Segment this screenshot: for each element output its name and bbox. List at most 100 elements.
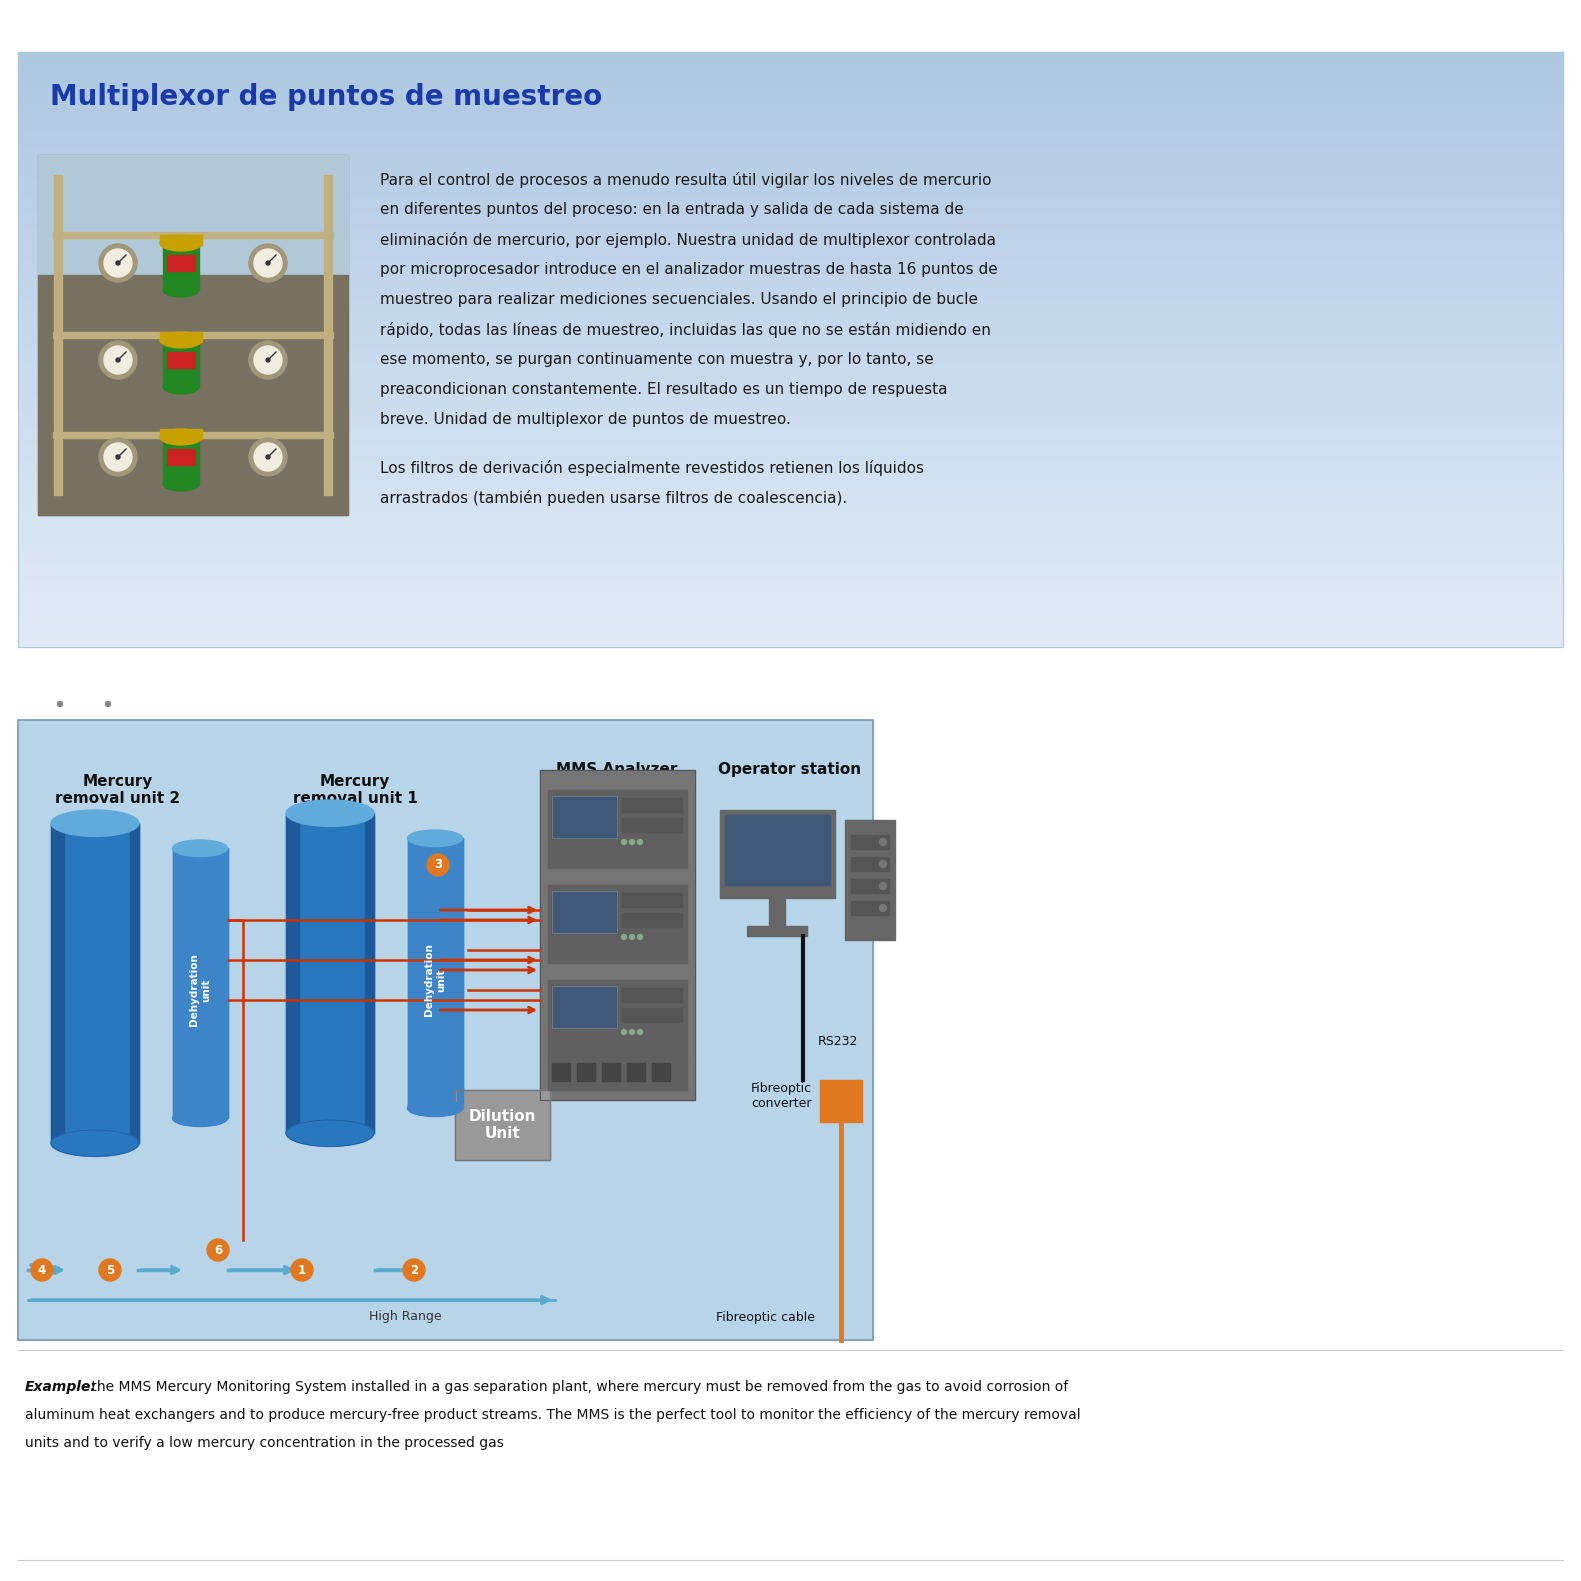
Bar — [621, 817, 681, 832]
Bar — [552, 795, 617, 838]
Bar — [54, 432, 334, 438]
Text: ese momento, se purgan continuamente con muestra y, por lo tanto, se: ese momento, se purgan continuamente con… — [379, 353, 934, 367]
Ellipse shape — [248, 438, 288, 476]
Ellipse shape — [115, 357, 120, 362]
Ellipse shape — [104, 346, 131, 375]
Bar — [38, 275, 348, 515]
Bar — [160, 428, 202, 440]
Bar — [602, 1062, 620, 1081]
Ellipse shape — [286, 800, 375, 827]
Ellipse shape — [255, 346, 281, 375]
Bar — [541, 770, 696, 1100]
Bar — [549, 1055, 688, 1089]
Bar — [552, 892, 617, 933]
Bar — [541, 770, 696, 1100]
Bar — [549, 980, 688, 1058]
Bar — [455, 1089, 550, 1160]
Text: Dilution
Unit: Dilution Unit — [468, 1108, 536, 1141]
Bar — [851, 879, 889, 893]
Ellipse shape — [637, 934, 642, 939]
Bar — [455, 1089, 550, 1160]
Bar — [17, 52, 1564, 647]
Bar — [719, 809, 835, 898]
Ellipse shape — [248, 243, 288, 281]
Bar — [160, 332, 202, 341]
Bar — [651, 1062, 670, 1081]
Ellipse shape — [629, 840, 634, 844]
Text: Fibreoptic cable: Fibreoptic cable — [716, 1312, 814, 1325]
Bar — [130, 824, 139, 1143]
Bar — [746, 926, 806, 936]
Text: 1: 1 — [297, 1263, 307, 1276]
Bar — [163, 245, 199, 289]
Text: Mercury
removal unit 1: Mercury removal unit 1 — [292, 775, 417, 806]
Bar — [552, 987, 617, 1028]
Text: en diferentes puntos del proceso: en la entrada y salida de cada sistema de: en diferentes puntos del proceso: en la … — [379, 202, 964, 217]
Text: Para el control de procesos a menudo resulta útil vigilar los niveles de mercuri: Para el control de procesos a menudo res… — [379, 172, 991, 188]
Ellipse shape — [248, 341, 288, 379]
Ellipse shape — [879, 882, 887, 890]
Ellipse shape — [163, 477, 199, 492]
Bar — [17, 719, 873, 1341]
Bar — [54, 175, 62, 495]
Bar — [38, 155, 348, 275]
Text: RS232: RS232 — [817, 1036, 858, 1048]
Bar — [628, 1062, 645, 1081]
Bar — [621, 988, 681, 1002]
Ellipse shape — [172, 1110, 228, 1127]
Bar — [160, 236, 202, 245]
Ellipse shape — [427, 854, 449, 876]
Bar — [549, 790, 688, 868]
Bar — [163, 440, 199, 484]
Ellipse shape — [32, 1258, 54, 1281]
Bar — [286, 813, 299, 1134]
Bar — [552, 892, 617, 933]
Ellipse shape — [172, 840, 228, 857]
Text: Example:: Example: — [25, 1380, 96, 1394]
Bar — [621, 912, 681, 926]
Bar — [844, 821, 895, 941]
Bar — [851, 835, 889, 849]
Ellipse shape — [115, 261, 120, 266]
Bar — [457, 838, 463, 1108]
Bar — [726, 814, 830, 885]
Text: Fibreoptic
converter: Fibreoptic converter — [751, 1081, 813, 1110]
Text: 6: 6 — [213, 1244, 221, 1257]
Text: 2: 2 — [409, 1263, 417, 1276]
Bar — [286, 813, 375, 1134]
Bar — [51, 824, 65, 1143]
Ellipse shape — [621, 1029, 626, 1034]
Bar — [851, 901, 889, 915]
Bar — [552, 795, 617, 838]
Bar — [408, 838, 463, 1108]
Ellipse shape — [255, 443, 281, 471]
Ellipse shape — [255, 248, 281, 277]
Bar — [51, 824, 139, 1143]
Ellipse shape — [629, 934, 634, 939]
Text: por microprocesador introduce en el analizador muestras de hasta 16 puntos de: por microprocesador introduce en el anal… — [379, 262, 998, 277]
Text: the MMS Mercury Monitoring System installed in a gas separation plant, where mer: the MMS Mercury Monitoring System instal… — [87, 1380, 1069, 1394]
Text: Dehydration
unit: Dehydration unit — [190, 953, 210, 1026]
Ellipse shape — [51, 1130, 139, 1156]
Ellipse shape — [100, 243, 138, 281]
Bar — [621, 798, 681, 813]
Bar — [221, 849, 228, 1118]
Bar — [163, 341, 199, 387]
Bar — [54, 232, 334, 239]
Text: Mercury
removal unit 2: Mercury removal unit 2 — [55, 775, 180, 806]
Bar — [552, 1062, 571, 1081]
Bar — [621, 893, 681, 907]
Text: rápido, todas las líneas de muestreo, incluidas las que no se están midiendo en: rápido, todas las líneas de muestreo, in… — [379, 323, 991, 338]
Ellipse shape — [286, 1119, 375, 1146]
Bar — [408, 838, 416, 1108]
Text: breve. Unidad de multiplexor de puntos de muestreo.: breve. Unidad de multiplexor de puntos d… — [379, 413, 790, 427]
Text: Los filtros de derivación especialmente revestidos retienen los líquidos: Los filtros de derivación especialmente … — [379, 460, 923, 476]
Text: aluminum heat exchangers and to produce mercury-free product streams. The MMS is: aluminum heat exchangers and to produce … — [25, 1409, 1081, 1421]
Text: MMS Analyzer: MMS Analyzer — [557, 762, 678, 776]
Bar — [38, 155, 348, 515]
Text: 4: 4 — [38, 1263, 46, 1276]
Ellipse shape — [100, 438, 138, 476]
Ellipse shape — [160, 332, 202, 348]
Ellipse shape — [403, 1258, 425, 1281]
Text: arrastrados (también pueden usarse filtros de coalescencia).: arrastrados (también pueden usarse filtr… — [379, 490, 847, 506]
